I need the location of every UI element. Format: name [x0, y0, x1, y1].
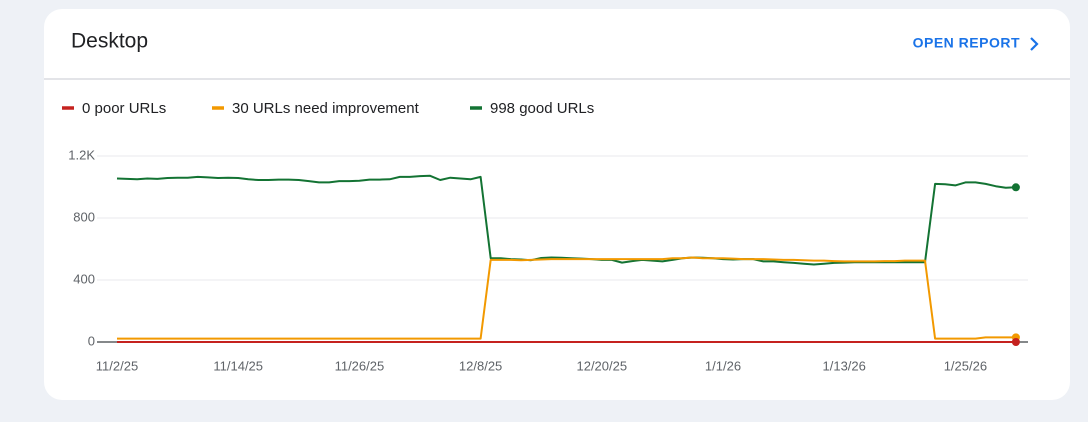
x-tick-label: 12/8/25 — [459, 358, 502, 373]
legend-label: 0 poor URLs — [82, 100, 166, 117]
x-tick-label: 1/25/26 — [944, 358, 987, 373]
series-line — [117, 256, 1016, 340]
x-tick-label: 1/13/26 — [823, 358, 866, 373]
open-report[interactable]: OPEN REPORT — [913, 35, 1039, 51]
legend-label: 30 URLs need improvement — [232, 100, 420, 117]
end-point — [1011, 183, 1020, 192]
card — [44, 9, 1070, 400]
y-tick-label: 800 — [73, 209, 95, 224]
open-report-link[interactable]: OPEN REPORT — [913, 35, 1020, 51]
end-point — [1011, 338, 1020, 346]
y-tick-label: 0 — [88, 333, 95, 348]
x-tick-label: 11/26/25 — [335, 358, 385, 373]
y-tick-label: 1.2K — [68, 147, 95, 162]
legend-label: 998 good URLs — [490, 100, 594, 117]
card-title: Desktop — [71, 30, 148, 53]
x-tick-label: 1/1/26 — [705, 358, 741, 373]
x-tick-label: 12/20/25 — [576, 358, 627, 373]
chevron[interactable] — [1030, 37, 1039, 51]
x-tick-label: 11/14/25 — [213, 358, 263, 373]
x-tick-label: 11/2/25 — [96, 358, 138, 373]
y-tick-label: 400 — [73, 271, 95, 286]
